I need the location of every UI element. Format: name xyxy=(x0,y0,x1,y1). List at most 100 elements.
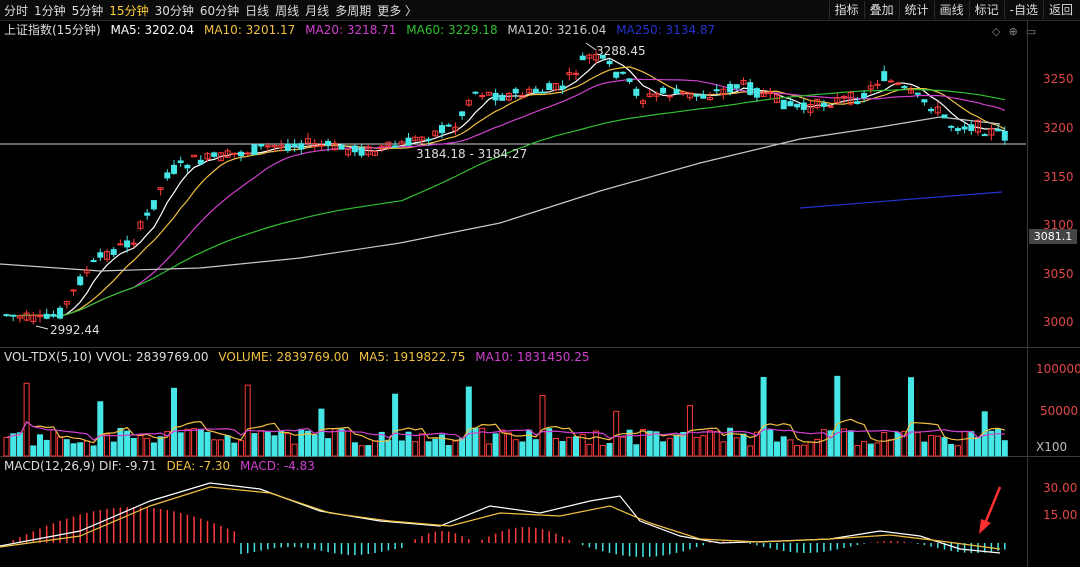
candle xyxy=(130,242,137,245)
volume-bar xyxy=(747,445,754,457)
tab-more[interactable]: 更多 〉 xyxy=(377,4,418,18)
candle xyxy=(626,78,633,82)
volume-bar xyxy=(479,427,486,457)
diamond-icon[interactable]: ◇ xyxy=(992,25,1001,38)
volume-bar xyxy=(847,430,854,457)
vol-ma10-label: MA10: 1831450.25 xyxy=(475,350,590,364)
ma60-line xyxy=(6,89,1005,317)
tab-weekly[interactable]: 周线 xyxy=(275,4,300,18)
back-button[interactable]: 返回 xyxy=(1042,1,1078,19)
candle xyxy=(104,251,110,260)
candle xyxy=(258,144,265,147)
candle xyxy=(526,88,533,94)
candle xyxy=(264,145,271,148)
candle xyxy=(914,92,921,95)
candle xyxy=(211,152,218,157)
candle xyxy=(606,60,613,65)
tab-monthly[interactable]: 月线 xyxy=(305,4,330,18)
mark-button[interactable]: 标记 xyxy=(968,1,1004,19)
tab-15min[interactable]: 15分钟 xyxy=(109,4,149,18)
candle xyxy=(881,71,888,82)
candle xyxy=(358,147,365,156)
tab-multi-period[interactable]: 多周期 xyxy=(335,4,372,18)
volume-bar xyxy=(258,430,265,457)
macd-dif-label: MACD(12,26,9) DIF: -9.71 xyxy=(4,459,157,473)
candle xyxy=(23,312,30,321)
candle xyxy=(820,102,827,107)
overlay-button[interactable]: 叠加 xyxy=(863,1,899,19)
candle xyxy=(566,72,573,76)
kline-chart[interactable]: 3288.45 2992.44 3184.18 - 3184.27 xyxy=(0,21,1026,567)
candle xyxy=(546,83,553,91)
ma250-label: MA250: 3134.87 xyxy=(616,23,716,37)
dif-line xyxy=(0,482,1001,554)
volume-bar xyxy=(666,437,673,457)
volume-bar xyxy=(177,432,184,457)
volume-bar xyxy=(653,431,660,457)
volume-bar xyxy=(378,431,385,457)
panel-separator xyxy=(0,347,1080,348)
indicator-button[interactable]: 指标 xyxy=(828,1,864,19)
volume-bar xyxy=(70,443,77,457)
candle xyxy=(995,128,1002,132)
volume-bar xyxy=(351,442,358,457)
volume-bar xyxy=(392,393,399,457)
volume-bar xyxy=(968,431,975,457)
candle xyxy=(619,71,626,74)
tab-1min[interactable]: 1分钟 xyxy=(34,4,66,18)
tab-daily[interactable]: 日线 xyxy=(245,4,270,18)
crosshair-icon[interactable]: ⊕ xyxy=(1008,25,1018,38)
volume-bar xyxy=(345,430,352,457)
volume-bar xyxy=(727,427,734,457)
volume-bar xyxy=(231,442,238,457)
stats-button[interactable]: 统计 xyxy=(898,1,934,19)
candle xyxy=(345,149,352,156)
volume-bar xyxy=(814,438,821,457)
draw-line-button[interactable]: 画线 xyxy=(933,1,969,19)
ma120-label: MA120: 3216.04 xyxy=(507,23,607,37)
candle xyxy=(405,137,412,146)
volume-bar xyxy=(16,432,23,457)
candle xyxy=(492,92,499,101)
candle xyxy=(573,72,579,75)
volume-bar xyxy=(713,430,720,457)
volume-bar xyxy=(418,433,425,457)
tab-60min[interactable]: 60分钟 xyxy=(199,4,240,18)
candle xyxy=(378,145,385,150)
candle xyxy=(539,91,546,94)
volume-bar xyxy=(385,439,392,457)
candle xyxy=(385,141,392,147)
candle xyxy=(586,54,593,59)
tab-5min[interactable]: 5分钟 xyxy=(71,4,104,18)
price-y-label: 3100 xyxy=(1043,218,1074,232)
volume-bar xyxy=(995,428,1002,457)
ma20-label: MA20: 3218.71 xyxy=(305,23,397,37)
watchlist-button[interactable]: -自选 xyxy=(1003,1,1043,19)
volume-bar xyxy=(760,376,767,457)
volume-bar xyxy=(83,440,90,457)
candle xyxy=(298,143,305,150)
high-pointer xyxy=(585,42,597,51)
volume-bar xyxy=(445,445,452,457)
volume-bar xyxy=(733,437,740,457)
candle xyxy=(479,95,486,98)
candle xyxy=(124,240,131,248)
candle xyxy=(814,98,821,109)
candle xyxy=(37,314,43,318)
candle xyxy=(834,97,841,103)
current-price-tag: 3081.1 xyxy=(1029,229,1077,244)
candle xyxy=(472,91,479,94)
candle xyxy=(887,80,894,83)
tab-timeshare[interactable]: 分时 xyxy=(4,4,29,18)
candle xyxy=(633,88,640,96)
volume-bar xyxy=(150,442,157,457)
volume-bar xyxy=(398,440,405,457)
window-icon[interactable]: ▭ xyxy=(1025,25,1037,38)
candle xyxy=(231,152,238,155)
candle xyxy=(787,101,794,107)
candle xyxy=(988,128,995,136)
candle xyxy=(673,88,680,94)
candle xyxy=(660,87,667,94)
candle xyxy=(901,86,908,89)
tab-30min[interactable]: 30分钟 xyxy=(154,4,194,18)
